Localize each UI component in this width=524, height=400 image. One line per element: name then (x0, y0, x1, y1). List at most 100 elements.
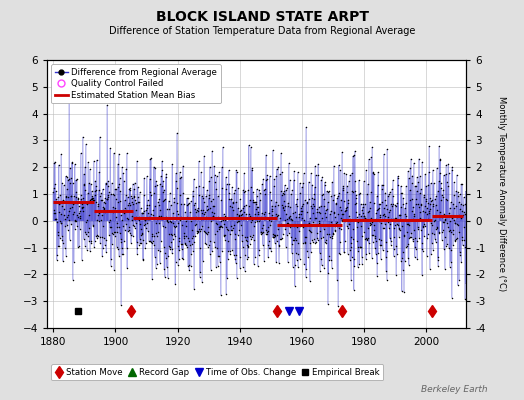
Point (204, 229, 212, 235)
Point (320, 265, 329, 272)
Point (280, 206, 288, 213)
Point (261, 231, 270, 237)
Point (255, 187, 263, 193)
Point (257, 214, 265, 220)
Point (392, 214, 400, 221)
Point (320, 202, 328, 209)
Point (128, 233, 137, 239)
Point (73, 176, 81, 182)
Point (144, 210, 152, 216)
Point (251, 211, 259, 218)
Point (206, 164, 214, 170)
Point (49, 189, 58, 195)
Point (392, 243, 401, 249)
Point (237, 232, 246, 238)
Point (378, 182, 386, 188)
Point (347, 277, 355, 283)
Point (424, 168, 433, 175)
Point (181, 209, 190, 215)
Point (318, 174, 326, 180)
Point (230, 252, 238, 258)
Point (155, 213, 163, 219)
Point (190, 200, 199, 206)
Point (340, 248, 348, 255)
Point (379, 212, 387, 219)
Point (368, 144, 377, 150)
Point (202, 203, 211, 209)
Point (219, 144, 227, 150)
Point (224, 256, 232, 262)
Point (447, 228, 455, 235)
Point (289, 177, 298, 183)
Point (114, 246, 122, 252)
Point (228, 247, 237, 253)
Point (53, 194, 62, 200)
Point (223, 275, 231, 281)
Point (361, 215, 369, 222)
Point (298, 203, 306, 209)
Point (65, 84, 73, 90)
Point (96, 240, 105, 247)
Point (379, 205, 388, 212)
Point (85, 166, 94, 172)
Point (181, 215, 189, 221)
Point (340, 170, 348, 177)
Point (190, 201, 198, 208)
Point (190, 176, 198, 182)
Point (370, 170, 378, 177)
Point (268, 212, 276, 218)
Point (270, 176, 279, 183)
Point (450, 205, 458, 212)
Point (288, 240, 297, 247)
Point (159, 244, 168, 250)
Point (284, 200, 292, 206)
Point (68, 204, 76, 210)
Point (203, 207, 211, 213)
Point (262, 152, 270, 158)
Point (409, 238, 417, 244)
Point (337, 210, 346, 217)
Point (81, 186, 90, 193)
Point (404, 255, 412, 261)
Point (403, 229, 411, 235)
Point (402, 244, 410, 250)
Point (212, 215, 220, 221)
Point (318, 214, 326, 221)
Point (215, 169, 223, 176)
Point (95, 218, 104, 224)
Point (117, 212, 125, 218)
Point (60, 182, 68, 188)
Point (79, 194, 88, 201)
Point (405, 222, 413, 228)
Point (107, 223, 115, 230)
Point (334, 193, 342, 199)
Point (71, 217, 80, 223)
Point (100, 206, 108, 212)
Point (447, 246, 455, 253)
Point (271, 232, 280, 238)
Point (129, 222, 137, 228)
Point (274, 164, 282, 171)
Point (107, 180, 116, 186)
Point (215, 224, 224, 230)
Point (440, 219, 449, 226)
Point (293, 196, 301, 203)
Point (320, 196, 328, 202)
Point (152, 178, 160, 184)
Point (313, 237, 322, 243)
Point (390, 222, 399, 228)
Point (322, 222, 331, 228)
Point (230, 190, 238, 197)
Point (68, 160, 76, 166)
Point (278, 204, 287, 211)
Point (354, 247, 363, 254)
Point (112, 186, 121, 192)
Point (62, 194, 71, 200)
Point (343, 189, 351, 196)
Point (109, 204, 117, 210)
Point (138, 230, 147, 236)
Point (93, 235, 102, 242)
Point (394, 173, 402, 180)
Point (268, 208, 277, 214)
Point (420, 208, 429, 215)
